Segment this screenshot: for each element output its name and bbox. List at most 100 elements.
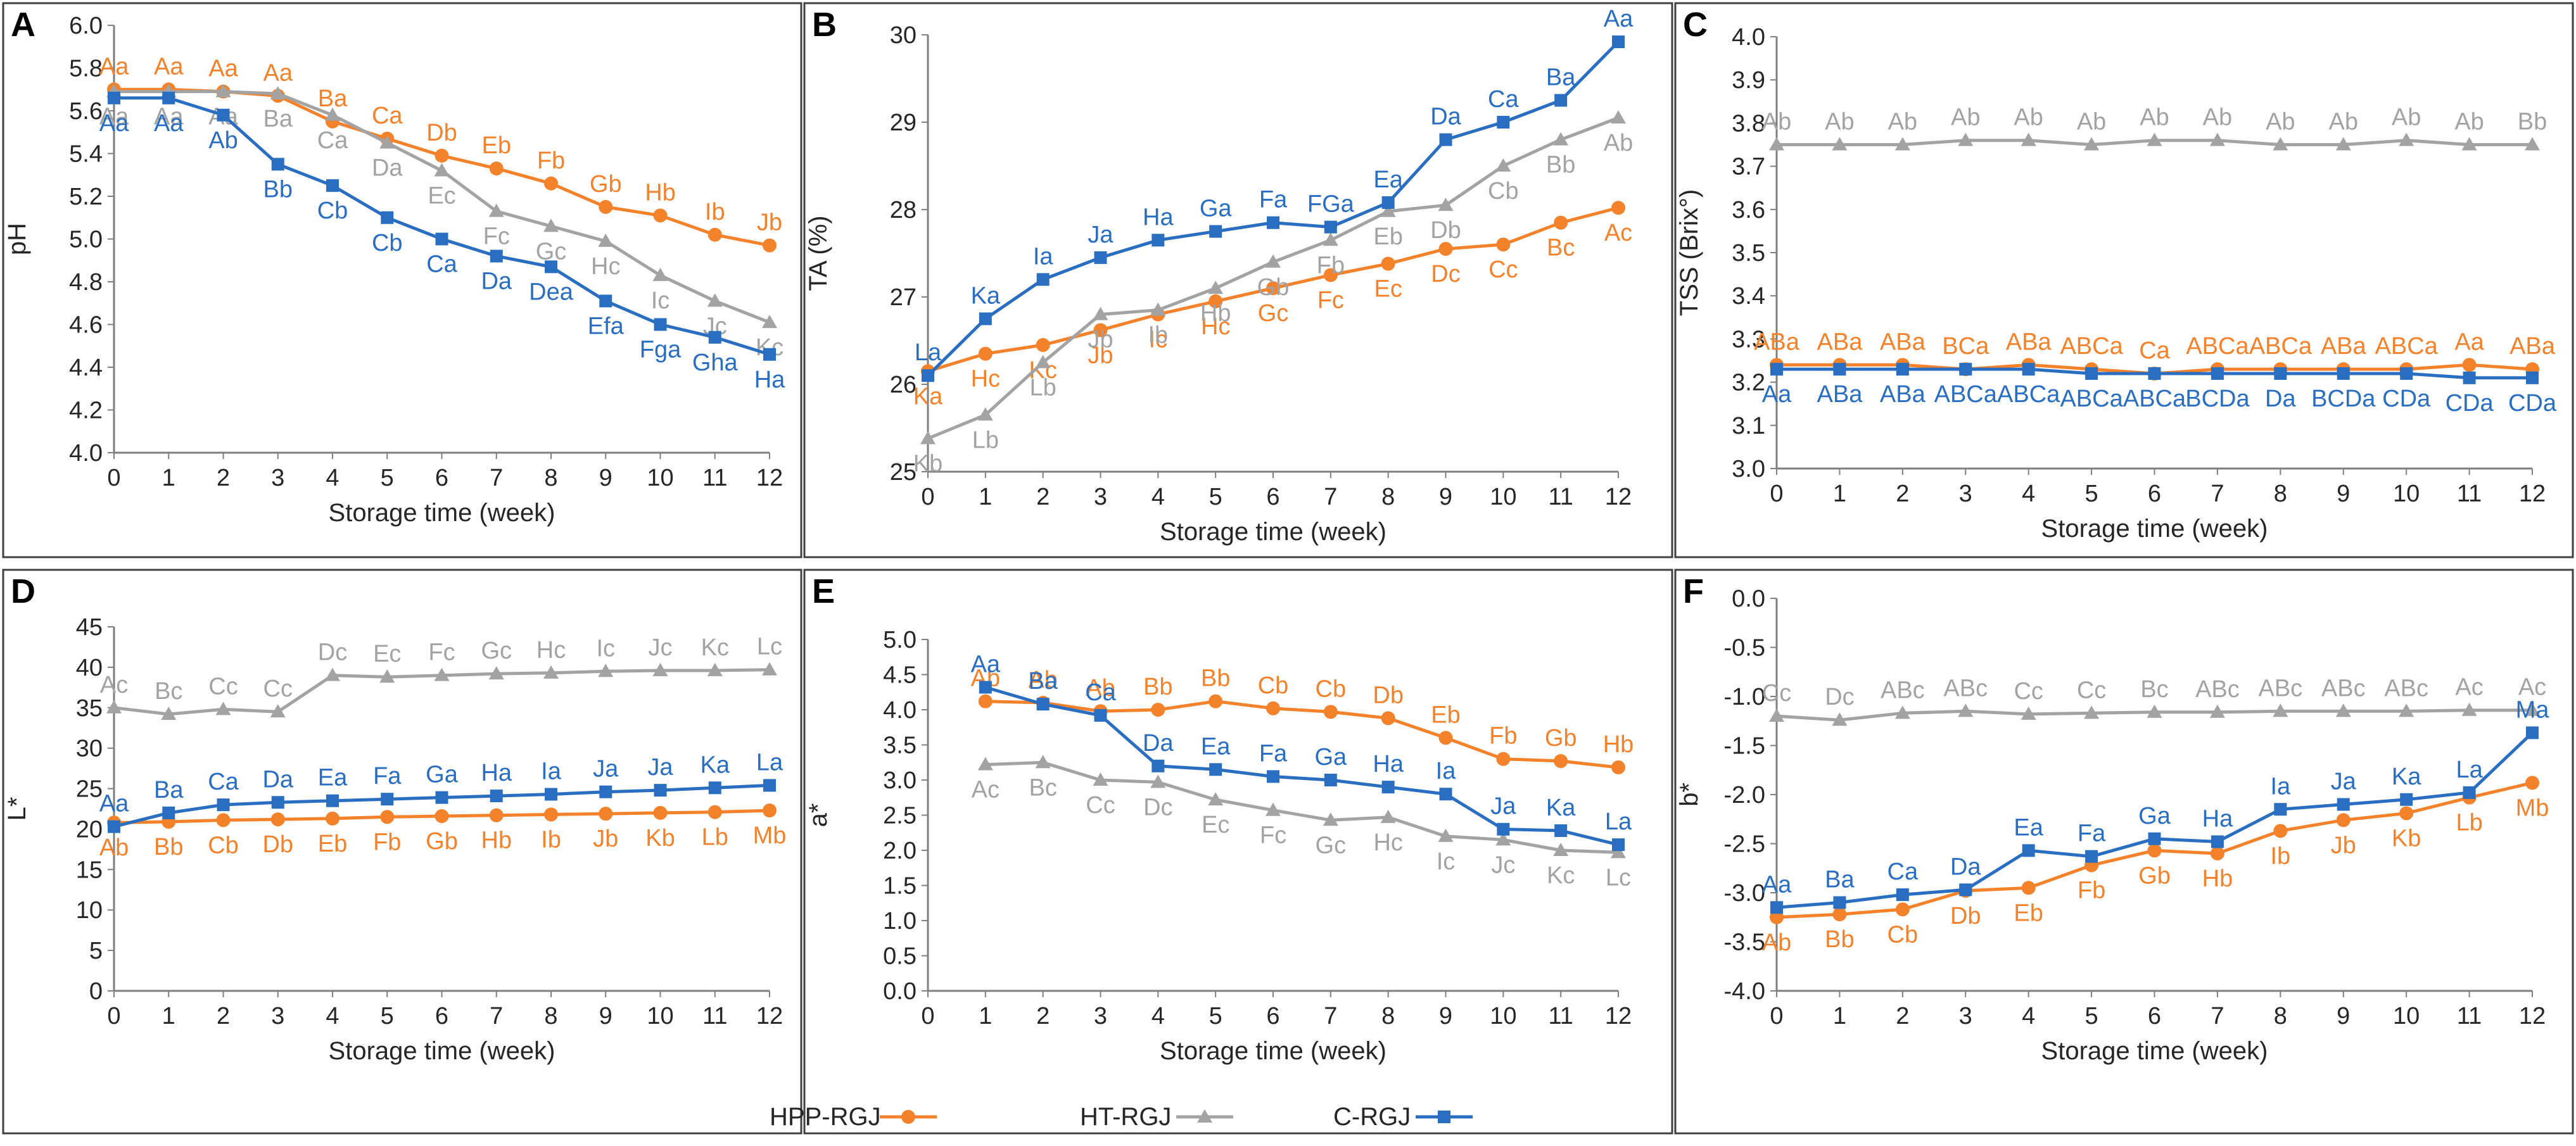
y-tick-label: 4.0: [69, 440, 103, 467]
x-axis-title: Storage time (week): [2041, 515, 2268, 543]
data-point: [2400, 367, 2413, 380]
data-label: Lb: [972, 427, 999, 453]
x-axis-title: Storage time (week): [2041, 1037, 2268, 1065]
data-label: Fb: [373, 829, 401, 855]
x-tick-label: 3: [1959, 1003, 1972, 1030]
data-label: BCDa: [2311, 386, 2376, 412]
data-label: Aa: [99, 104, 129, 130]
data-point: [708, 781, 721, 795]
x-tick-label: 11: [1548, 1003, 1573, 1030]
data-point: [1094, 251, 1107, 264]
data-label: BCa: [1942, 333, 1989, 360]
data-label: Ac: [2518, 674, 2546, 701]
y-tick-label: 2.0: [883, 838, 917, 864]
data-label: Ic: [596, 635, 615, 662]
data-label: Ga: [1314, 744, 1347, 771]
data-label: Db: [262, 831, 293, 858]
panel-a: 4.04.24.44.64.85.05.25.45.65.86.00 1 2 3 4 5 6…: [2, 2, 803, 558]
data-point: [1611, 201, 1625, 215]
x-tick-label: 4: [326, 465, 339, 491]
data-point: [1833, 896, 1846, 909]
data-label: Db: [426, 120, 457, 146]
y-tick-label: 3.4: [1732, 283, 1765, 310]
data-label: BCDa: [2185, 386, 2250, 412]
data-point: [325, 107, 340, 121]
data-label: Ba: [1028, 668, 1058, 695]
data-point: [271, 158, 284, 171]
series-line: [985, 686, 1619, 847]
data-point: [1554, 754, 1568, 769]
data-point: [2274, 803, 2287, 816]
data-point: [2335, 703, 2351, 717]
y-tick-label: 3.5: [883, 733, 917, 759]
y-tick-label: 3.0: [1732, 456, 1765, 482]
data-point: [1495, 158, 1511, 172]
x-tick-label: 1: [1833, 1003, 1846, 1030]
panel-frame: [803, 2, 1673, 558]
data-point: [381, 793, 394, 806]
data-label: Db: [1373, 682, 1404, 708]
data-point: [1438, 828, 1454, 842]
data-point: [979, 312, 992, 325]
data-label: Ea: [318, 765, 348, 791]
x-tick-label: 5: [381, 465, 394, 491]
y-axis-title: pH: [3, 223, 31, 255]
data-point: [599, 807, 613, 821]
x-tick-label: 7: [490, 465, 503, 491]
x-axis-title: Storage time (week): [1160, 1037, 1386, 1065]
data-point: [2085, 850, 2098, 863]
data-point: [1496, 237, 1511, 252]
x-tick-label: 1: [979, 1003, 992, 1030]
data-label: Ic: [1149, 327, 1168, 353]
data-label: FGa: [1307, 191, 1355, 218]
y-tick-label: 4.6: [69, 312, 103, 339]
y-tick-label: 3.1: [1732, 413, 1765, 439]
data-point: [1035, 755, 1051, 769]
x-tick-label: 9: [1439, 484, 1452, 510]
data-label: Da: [262, 766, 293, 793]
data-label: Cb: [1488, 178, 1519, 205]
data-point: [1769, 137, 1784, 151]
legend-item-hpp: HPP-RGJ: [770, 1103, 937, 1131]
data-point: [2021, 706, 2036, 720]
panel-frame: [2, 2, 803, 558]
data-point: [1554, 94, 1568, 107]
data-label: Ca: [208, 769, 239, 795]
x-tick-label: 5: [381, 1003, 394, 1030]
data-point: [2021, 132, 2036, 146]
x-tick-label: 5: [2085, 1003, 2098, 1030]
data-label: ABCa: [2123, 386, 2186, 412]
data-label: Dc: [1143, 794, 1172, 821]
data-point: [1267, 770, 1279, 783]
x-tick-label: 8: [1381, 484, 1395, 510]
x-tick-label: 7: [490, 1003, 503, 1030]
x-tick-label: 12: [756, 465, 783, 491]
y-tick-label: 2.5: [883, 803, 917, 829]
data-point: [270, 86, 286, 99]
y-tick-label: 15: [76, 857, 103, 883]
data-point: [1553, 132, 1569, 146]
y-tick-label: 5.0: [883, 627, 917, 653]
legend-marker: [1438, 1111, 1450, 1123]
data-point: [1093, 306, 1108, 320]
data-label: ABc: [2195, 676, 2240, 703]
data-point: [217, 108, 230, 122]
data-label: ABa: [1817, 329, 1863, 355]
y-tick-label: 6.0: [69, 13, 103, 39]
data-label: Bc: [1547, 235, 1575, 261]
data-label: Hc: [1373, 829, 1402, 856]
data-point: [1611, 760, 1625, 775]
data-label: Ab: [2266, 109, 2295, 135]
data-label: Ab: [1762, 929, 1791, 956]
data-label: ABc: [2384, 675, 2428, 702]
data-label: Ic: [651, 287, 670, 314]
data-label: Lc: [757, 634, 782, 660]
x-tick-label: 9: [599, 1003, 612, 1030]
data-point: [215, 84, 231, 98]
data-label: Bb: [2518, 109, 2547, 135]
data-point: [1439, 133, 1452, 146]
data-label: Gha: [692, 349, 739, 376]
data-point: [1094, 708, 1107, 722]
data-label: Da: [1430, 104, 1461, 130]
data-label: Hc: [591, 253, 620, 280]
